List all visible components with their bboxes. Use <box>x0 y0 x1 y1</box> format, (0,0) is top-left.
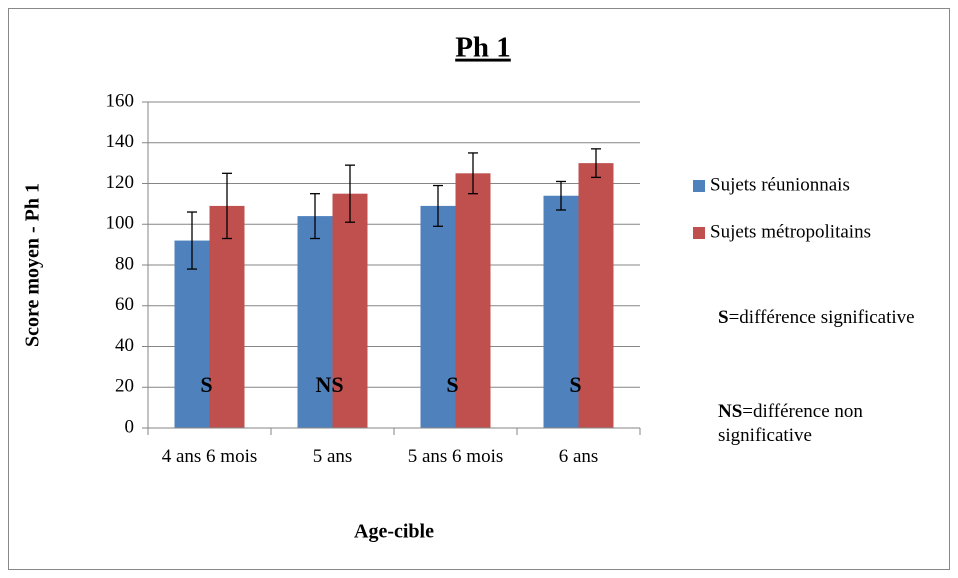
y-axis-label: Score moyen - Ph 1 <box>22 183 44 347</box>
error-bar <box>345 164 355 223</box>
note: NS=différence non significative <box>718 400 948 448</box>
y-tick-label: 80 <box>115 253 134 274</box>
bar <box>332 193 368 428</box>
legend-label: Sujets réunionnais <box>710 174 850 195</box>
x-tick-label: 6 ans <box>558 446 599 467</box>
legend-swatch <box>693 180 705 192</box>
error-bar <box>187 211 197 270</box>
error-bar <box>222 172 232 240</box>
annotation: S <box>200 372 212 397</box>
bar <box>174 240 210 428</box>
annotation: S <box>446 372 458 397</box>
bar <box>543 195 579 428</box>
chart-border <box>8 8 950 570</box>
error-bar <box>433 184 443 227</box>
y-tick-label: 60 <box>115 294 134 315</box>
legend-swatch <box>693 227 705 239</box>
note-key: NS <box>718 401 743 422</box>
y-tick-label: 120 <box>106 172 135 193</box>
bar <box>420 205 456 428</box>
note: S=différence significative <box>718 306 948 330</box>
bar <box>209 205 245 428</box>
x-tick-label: 5 ans <box>312 446 353 467</box>
bar <box>578 163 614 428</box>
x-tick-label: 5 ans 6 mois <box>407 446 504 467</box>
error-bar <box>556 180 566 211</box>
error-bar <box>468 152 478 195</box>
bar <box>297 216 333 428</box>
annotation: S <box>569 372 581 397</box>
note-text: =différence non significative <box>718 401 863 446</box>
bar <box>455 173 491 428</box>
x-axis-label: Age-cible <box>354 521 434 543</box>
y-tick-label: 160 <box>106 90 135 111</box>
error-bar <box>591 148 601 179</box>
y-tick-label: 40 <box>115 335 134 356</box>
y-tick-label: 100 <box>106 213 135 234</box>
y-tick-label: 0 <box>125 416 135 437</box>
note-key: S <box>718 307 729 328</box>
note-text: =différence significative <box>728 307 915 328</box>
y-tick-label: 140 <box>106 131 135 152</box>
y-tick-label: 20 <box>115 376 134 397</box>
error-bar <box>310 193 320 240</box>
x-tick-label: 4 ans 6 mois <box>161 446 258 467</box>
annotation: NS <box>315 372 343 397</box>
chart-title: Ph 1 <box>455 32 511 64</box>
legend-label: Sujets métropolitains <box>710 221 871 242</box>
